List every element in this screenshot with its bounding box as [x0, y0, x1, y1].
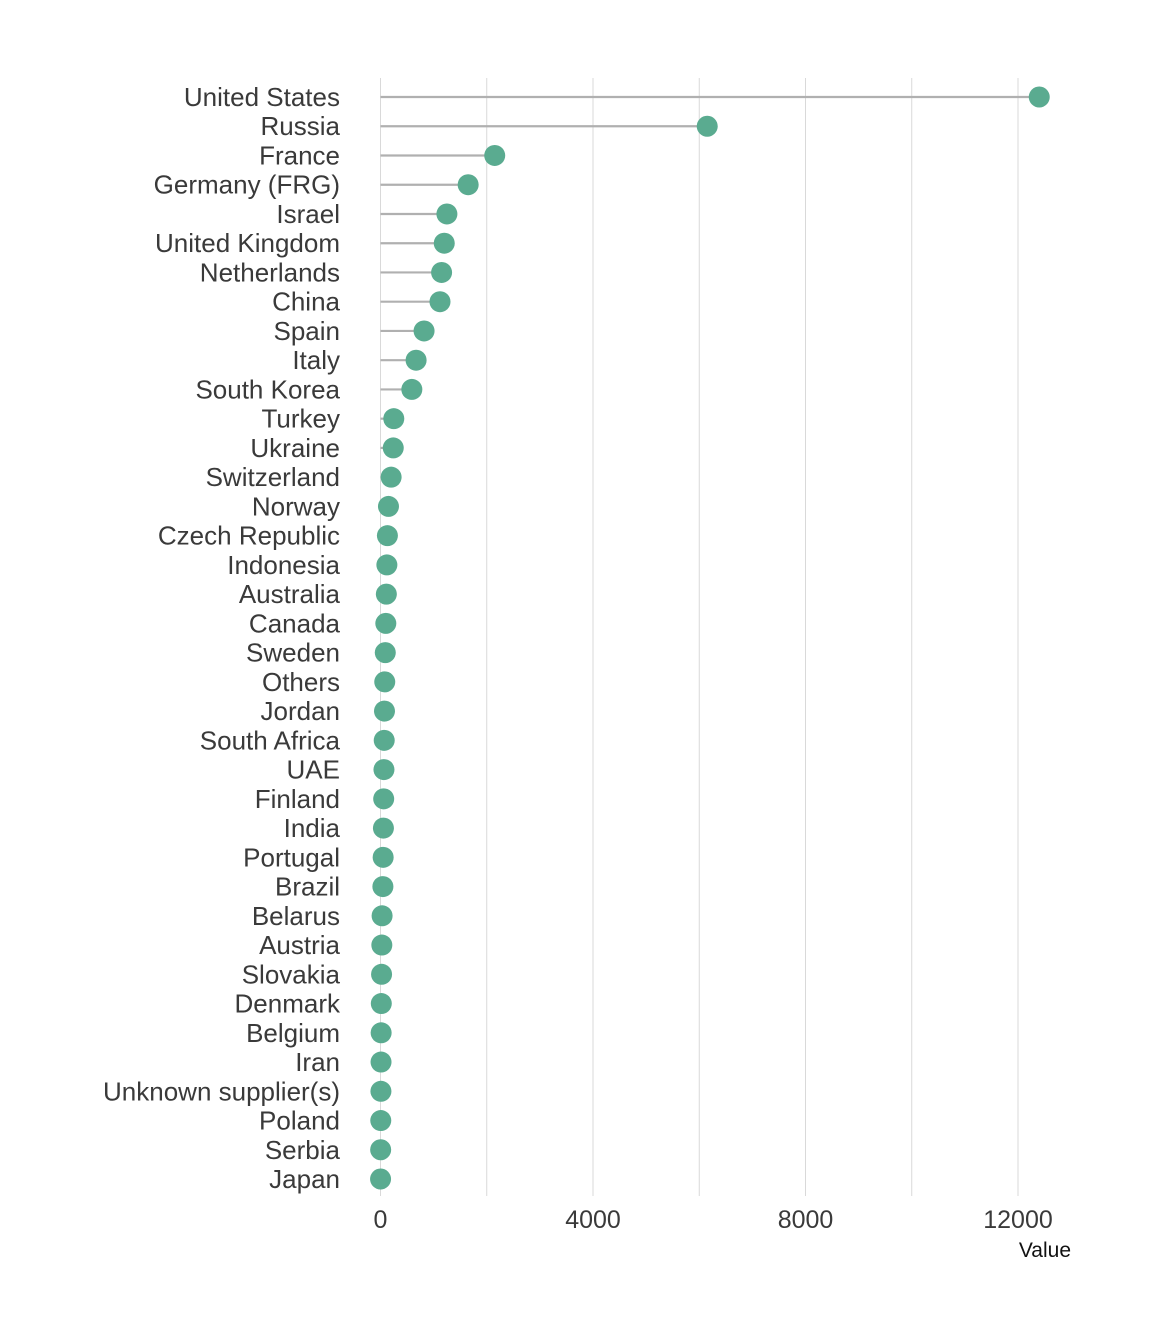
x-axis-title: Value: [1019, 1239, 1071, 1262]
x-axis-tick-labels: 0 4000 8000 12000: [374, 1206, 1053, 1234]
category-label: Canada: [249, 608, 341, 638]
lollipop-point: [457, 174, 479, 196]
category-label: Belgium: [246, 1018, 340, 1048]
category-label: Germany (FRG): [154, 170, 340, 200]
category-label: Austria: [259, 930, 340, 960]
lollipop-points: [370, 86, 1050, 1190]
lollipop-point: [372, 846, 394, 868]
category-label: China: [272, 287, 340, 317]
lollipop-point: [413, 320, 435, 342]
lollipop-point: [371, 934, 393, 956]
lollipop-point: [374, 671, 396, 693]
category-label: Sweden: [246, 638, 340, 668]
category-label: Slovakia: [242, 959, 341, 989]
category-label: Iran: [295, 1047, 340, 1077]
lollipop-point: [373, 729, 395, 751]
category-label: South Korea: [195, 374, 340, 404]
category-label: UAE: [287, 755, 340, 785]
category-label: Australia: [239, 579, 341, 609]
category-label: Norway: [252, 491, 340, 521]
category-label: Russia: [261, 111, 341, 141]
lollipop-point: [370, 1022, 392, 1044]
lollipop-point: [431, 261, 453, 283]
lollipop-point: [405, 349, 427, 371]
lollipop-point: [370, 1080, 392, 1102]
lollipop-point: [382, 437, 404, 459]
category-label: India: [284, 813, 341, 843]
lollipop-point: [373, 788, 395, 810]
lollipop-point: [484, 144, 506, 166]
category-label: Poland: [259, 1106, 340, 1136]
lollipop-point: [370, 1139, 392, 1161]
category-label: Israel: [276, 199, 340, 229]
lollipop-point: [371, 905, 393, 927]
category-label: Indonesia: [227, 550, 340, 580]
category-label: Czech Republic: [158, 521, 340, 551]
lollipop-point: [696, 115, 718, 137]
lollipop-point: [373, 700, 395, 722]
category-label: Others: [262, 667, 340, 697]
category-label: Spain: [274, 316, 341, 346]
category-label: Belarus: [252, 901, 340, 931]
category-label: Turkey: [262, 404, 341, 434]
lollipop-point: [383, 408, 405, 430]
lollipop-point: [372, 817, 394, 839]
lollipop-point: [380, 466, 402, 488]
lollipop-point: [375, 612, 397, 634]
category-label: Ukraine: [250, 433, 340, 463]
lollipop-point: [370, 993, 392, 1015]
x-tick-label: 4000: [565, 1206, 621, 1234]
lollipop-point: [371, 963, 393, 985]
category-label: Serbia: [265, 1135, 341, 1165]
category-label: Switzerland: [206, 462, 340, 492]
lollipop-point: [370, 1051, 392, 1073]
category-label: United States: [184, 82, 340, 112]
lollipop-point: [375, 583, 397, 605]
category-label: Finland: [255, 784, 340, 814]
lollipop-point: [372, 876, 394, 898]
category-label: Italy: [292, 345, 340, 375]
category-label: South Africa: [200, 725, 341, 755]
x-tick-label: 0: [374, 1206, 388, 1234]
category-label: Portugal: [243, 842, 340, 872]
grid-lines: [380, 78, 1019, 1196]
lollipop-point: [373, 759, 395, 781]
category-label: France: [259, 140, 340, 170]
lollipop-point: [377, 495, 399, 517]
lollipop-point: [436, 203, 458, 225]
lollipop-point: [376, 525, 398, 547]
lollipop-point: [401, 378, 423, 400]
category-label: Japan: [269, 1164, 340, 1194]
lollipop-stems: [380, 95, 1040, 1181]
category-label: Denmark: [235, 989, 341, 1019]
category-label: Brazil: [275, 872, 340, 902]
lollipop-point: [433, 232, 455, 254]
lollipop-point: [370, 1110, 392, 1132]
lollipop-point: [374, 642, 396, 664]
lollipop-point: [1028, 86, 1050, 108]
x-tick-label: 8000: [778, 1206, 834, 1234]
category-label: Netherlands: [200, 257, 340, 287]
lollipop-point: [370, 1168, 392, 1190]
category-label: United Kingdom: [155, 228, 340, 258]
lollipop-point: [429, 291, 451, 313]
category-label: Unknown supplier(s): [103, 1076, 340, 1106]
category-label: Jordan: [261, 696, 341, 726]
lollipop-point: [376, 554, 398, 576]
x-tick-label: 12000: [983, 1206, 1053, 1234]
